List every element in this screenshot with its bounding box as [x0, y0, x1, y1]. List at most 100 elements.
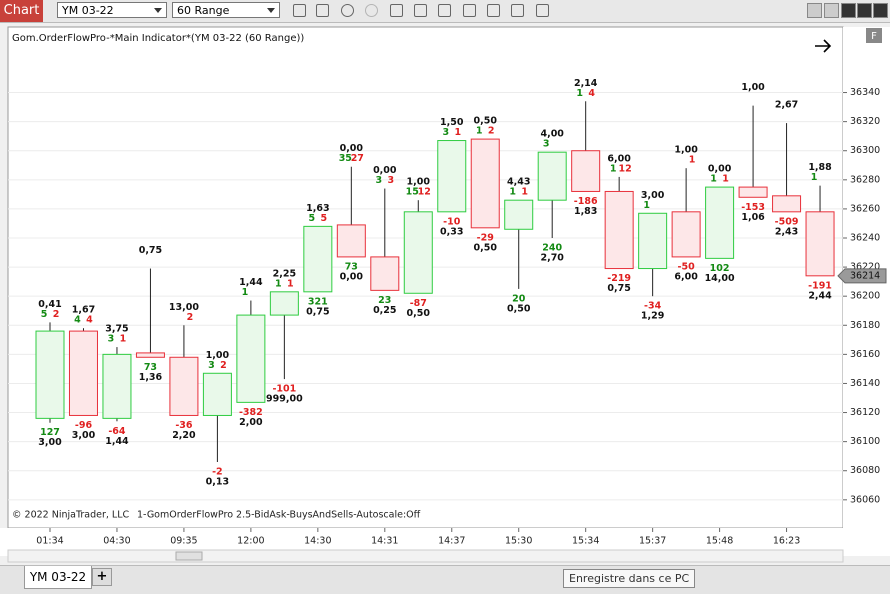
- candle-body: [269, 291, 299, 316]
- ratio-label: 0,13: [206, 477, 229, 488]
- delta-label: -64: [108, 426, 126, 437]
- pointer[interactable]: [390, 4, 403, 17]
- candle-body: [738, 186, 768, 198]
- tool-icon[interactable]: [414, 4, 427, 17]
- ratio-label: 0,25: [373, 305, 396, 316]
- y-tick-label: 36180: [850, 320, 880, 331]
- ratio-label: 2,44: [808, 290, 832, 301]
- ratio-label: 3,00: [641, 190, 665, 201]
- y-tick-label: 36300: [850, 145, 880, 156]
- buy-label: 1: [643, 200, 650, 211]
- candle-body: [303, 225, 333, 293]
- delta-label: -2: [212, 467, 223, 478]
- candle-body: [772, 195, 802, 213]
- scrollbar[interactable]: [7, 549, 844, 563]
- delta-label: -96: [75, 420, 93, 431]
- zoom-in[interactable]: [341, 4, 354, 17]
- tool-icon[interactable]: [487, 4, 500, 17]
- scroll-arrow[interactable]: [815, 39, 832, 53]
- buy-label: 1: [242, 287, 249, 298]
- candle-body: [135, 352, 165, 358]
- delta-label: -34: [644, 301, 662, 312]
- buy-label: 35: [339, 153, 352, 164]
- delta-label: 240: [542, 243, 562, 254]
- candle-body: [504, 199, 534, 230]
- delta-label: -87: [410, 298, 427, 309]
- x-tick-label: 14:30: [304, 536, 331, 547]
- ratio-label: 2,14: [574, 78, 598, 89]
- tool-icon[interactable]: [293, 4, 306, 17]
- instrument-select[interactable]: YM 03-22: [57, 2, 167, 18]
- x-tick-label: 16:23: [773, 536, 800, 547]
- window-button[interactable]: [824, 3, 839, 18]
- tool-icon[interactable]: [316, 4, 329, 17]
- ratio-label: 1,63: [306, 203, 329, 214]
- buy-label: 3: [108, 334, 115, 345]
- candle-body: [470, 138, 500, 229]
- candle-body: [437, 140, 467, 213]
- ratio-label: 0,75: [607, 283, 630, 294]
- chart: F Gom.OrderFlowPro-*Main Indicator*(YM 0…: [0, 26, 890, 563]
- y-tick-label: 36200: [850, 291, 880, 302]
- close[interactable]: [873, 3, 888, 18]
- tool-icon[interactable]: [463, 4, 476, 17]
- x-tick-label: 15:34: [572, 536, 599, 547]
- maximize[interactable]: [857, 3, 872, 18]
- x-tick-label: 09:35: [170, 536, 197, 547]
- candle-body: [202, 372, 232, 416]
- candle-body: [102, 353, 132, 419]
- ratio-label: 1,83: [574, 206, 597, 217]
- ratio-label: 0,75: [139, 245, 162, 256]
- delta-label: -101: [272, 384, 296, 395]
- period-select[interactable]: 60 Range: [172, 2, 280, 18]
- ratio-label: 3,75: [105, 324, 128, 335]
- ratio-label: 1,00: [674, 145, 698, 156]
- buy-label: 3: [208, 360, 215, 371]
- scroll-thumb[interactable]: [175, 551, 203, 561]
- zoom-out[interactable]: [365, 4, 378, 17]
- add-tab[interactable]: +: [92, 568, 112, 586]
- x-tick-label: 14:31: [371, 536, 398, 547]
- sell-label: 12: [619, 163, 632, 174]
- panel-button-bg[interactable]: [866, 28, 882, 43]
- tool-icon[interactable]: [438, 4, 451, 17]
- delta-label: 102: [710, 263, 730, 274]
- y-tick-label: 36320: [850, 116, 880, 127]
- window-button[interactable]: [807, 3, 822, 18]
- y-tick-label: 36140: [850, 378, 880, 389]
- sell-label: 3: [387, 175, 394, 186]
- panel-button[interactable]: F: [871, 31, 877, 42]
- sell-label: 2: [187, 312, 194, 323]
- buy-label: 1: [576, 88, 583, 99]
- candle-body: [336, 224, 366, 258]
- candle-body: [35, 330, 65, 419]
- window-tab[interactable]: Chart: [0, 0, 43, 22]
- sell-label: 4: [588, 88, 595, 99]
- tool-icon[interactable]: [511, 4, 524, 17]
- sell-label: 1: [689, 155, 696, 166]
- candle-body: [236, 314, 266, 403]
- ratio-label: 2,00: [239, 417, 263, 428]
- x-tick-label: 12:00: [237, 536, 264, 547]
- ratio-label: 1,00: [741, 82, 765, 93]
- ratio-label: 3,00: [72, 430, 96, 441]
- ratio-label: 13,00: [169, 302, 199, 313]
- ratio-label: 0,50: [407, 308, 431, 319]
- buy-label: 1: [811, 172, 818, 183]
- candle-body: [370, 256, 400, 291]
- delta-label: -50: [678, 261, 696, 272]
- y-tick-label: 36280: [850, 174, 880, 185]
- buy-label: 1: [610, 163, 617, 174]
- minimize[interactable]: [841, 3, 856, 18]
- delta-label: -10: [443, 216, 461, 227]
- sell-label: 1: [722, 174, 729, 185]
- sheet-tab[interactable]: YM 03-22: [24, 566, 92, 589]
- delta-label: -191: [808, 280, 832, 291]
- y-tick-label: 36220: [850, 262, 880, 273]
- tab-bar: YM 03-22 + Enregistre dans ce PC: [0, 565, 890, 594]
- tool-icon[interactable]: [536, 4, 549, 17]
- sell-label: 1: [521, 187, 528, 198]
- y-tick-label: 36160: [850, 349, 880, 360]
- tooltip: Enregistre dans ce PC: [563, 569, 696, 588]
